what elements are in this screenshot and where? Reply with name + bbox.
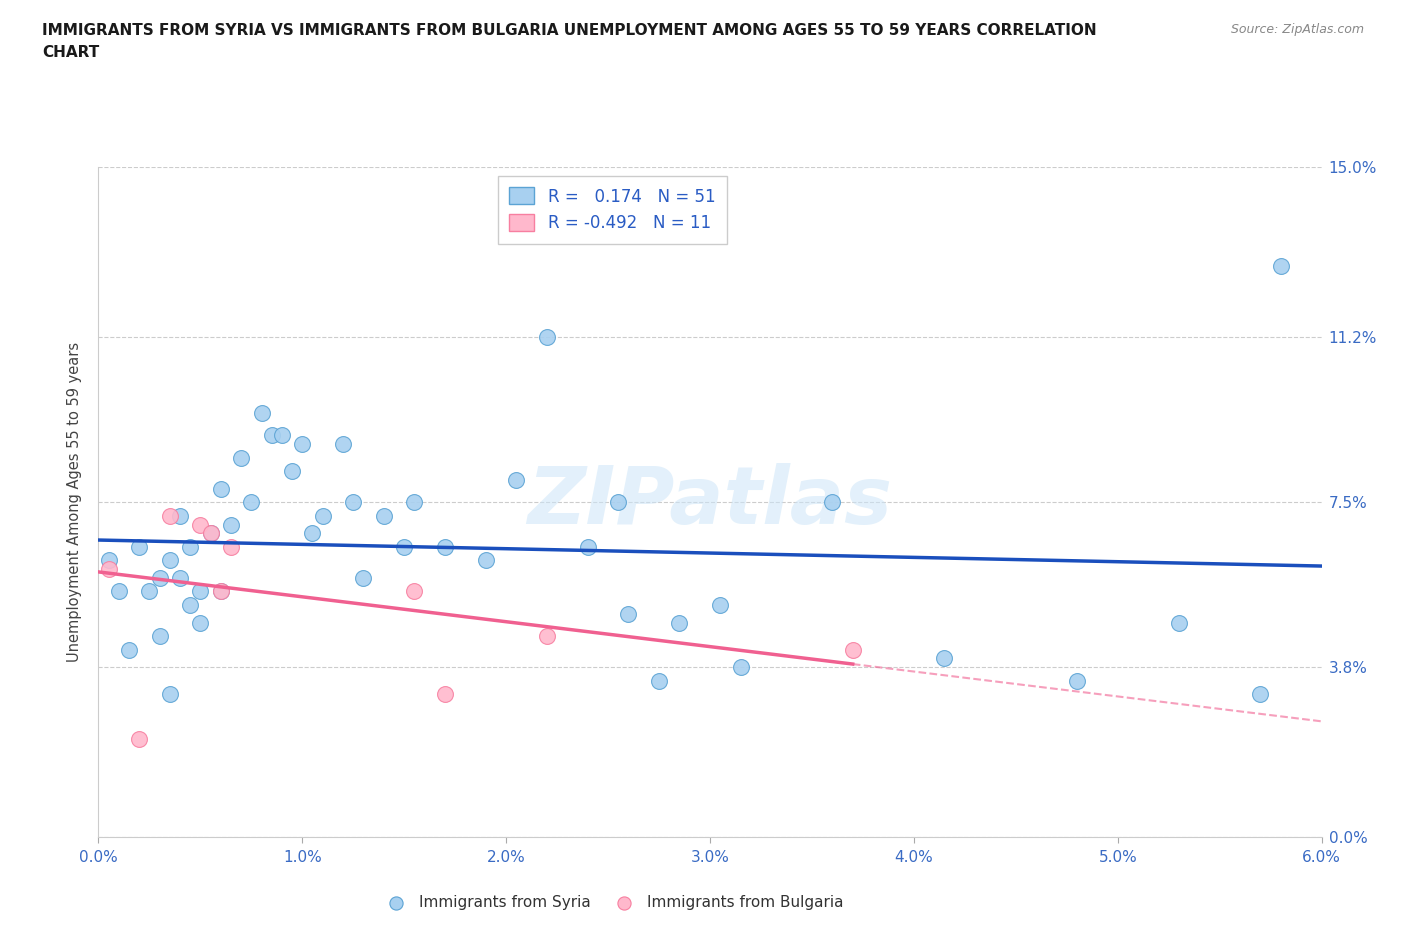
Point [342,495,364,510]
Point [648,673,671,688]
Point [505,472,527,487]
Point [200,526,222,541]
Point [219,539,242,554]
Point [159,686,181,701]
Point [179,597,201,612]
Point [250,405,273,420]
Text: IMMIGRANTS FROM SYRIA VS IMMIGRANTS FROM BULGARIA UNEMPLOYMENT AMONG AGES 55 TO : IMMIGRANTS FROM SYRIA VS IMMIGRANTS FROM… [42,23,1097,38]
Point [128,539,150,554]
Point [668,616,690,631]
Point [1249,686,1271,701]
Point [1066,673,1088,688]
Point [149,629,172,644]
Point [118,642,141,657]
Point [179,539,201,554]
Legend: Immigrants from Syria, Immigrants from Bulgaria: Immigrants from Syria, Immigrants from B… [374,889,849,916]
Point [209,584,232,599]
Point [404,495,426,510]
Point [188,517,212,532]
Point [240,495,263,510]
Point [169,508,191,523]
Point [474,552,498,567]
Point [159,508,181,523]
Point [159,552,181,567]
Point [373,508,395,523]
Point [433,539,456,554]
Point [291,437,314,452]
Point [536,629,558,644]
Point [188,584,212,599]
Point [1167,616,1189,631]
Point [536,329,558,344]
Point [332,437,354,452]
Point [128,731,150,746]
Point [200,526,222,541]
Point [841,642,863,657]
Point [209,482,232,497]
Point [1270,259,1292,273]
Point [219,517,242,532]
Text: CHART: CHART [42,45,100,60]
Point [188,616,212,631]
Point [576,539,599,554]
Point [229,450,253,465]
Text: Source: ZipAtlas.com: Source: ZipAtlas.com [1230,23,1364,36]
Point [270,428,292,443]
Text: ZIPatlas: ZIPatlas [527,463,893,541]
Y-axis label: Unemployment Among Ages 55 to 59 years: Unemployment Among Ages 55 to 59 years [67,342,83,662]
Point [311,508,335,523]
Point [821,495,844,510]
Point [617,606,640,621]
Point [209,584,232,599]
Point [108,584,131,599]
Point [97,562,120,577]
Point [404,584,426,599]
Point [730,660,752,675]
Point [149,571,172,586]
Point [169,571,191,586]
Point [934,651,956,666]
Point [97,552,120,567]
Point [352,571,374,586]
Point [281,463,304,478]
Point [301,526,323,541]
Point [392,539,416,554]
Point [433,686,456,701]
Point [260,428,283,443]
Point [138,584,160,599]
Point [709,597,731,612]
Point [607,495,630,510]
